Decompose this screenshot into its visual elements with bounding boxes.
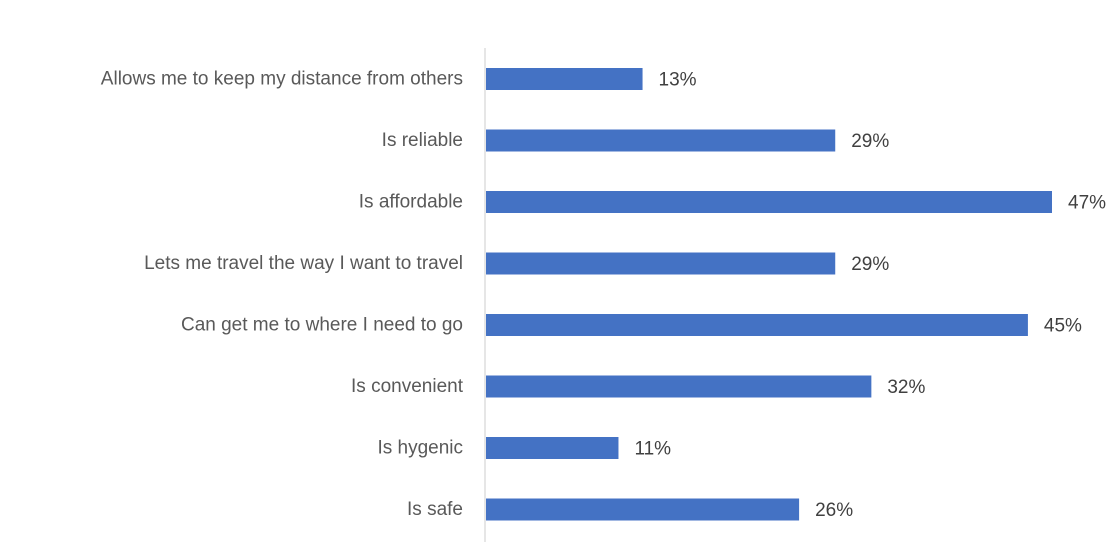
category-label-is-affordable: Is affordable — [359, 192, 463, 213]
value-label-allows-me-to-keep-my-distance-from-others: 13% — [659, 70, 697, 91]
bar-is-safe — [486, 498, 800, 521]
category-label-is-hygenic: Is hygenic — [377, 438, 463, 459]
bar-allows-me-to-keep-my-distance-from-others — [486, 68, 643, 90]
category-label-is-reliable: Is reliable — [382, 130, 463, 151]
bar-is-reliable — [486, 129, 836, 152]
bars-group — [486, 68, 1052, 521]
value-label-lets-me-travel-the-way-i-want-to-travel: 29% — [851, 254, 889, 275]
value-labels: 13% 29% 47% 29% 45% 32% 11% 26% — [634, 70, 1106, 522]
category-labels: Allows me to keep my distance from other… — [101, 69, 464, 521]
category-label-lets-me-travel-the-way-i-want-to-travel: Lets me travel the way I want to travel — [144, 253, 463, 274]
category-label-is-safe: Is safe — [407, 499, 463, 520]
value-label-is-reliable: 29% — [851, 131, 889, 152]
value-label-is-affordable: 47% — [1068, 193, 1106, 214]
bar-is-hygenic — [486, 437, 619, 459]
value-label-can-get-me-to-where-i-need-to-go: 45% — [1044, 316, 1082, 337]
value-label-is-hygenic: 11% — [634, 439, 671, 460]
bar-can-get-me-to-where-i-need-to-go — [486, 314, 1028, 336]
bar-is-convenient — [486, 375, 872, 398]
bar-is-affordable — [486, 191, 1052, 213]
value-label-is-safe: 26% — [815, 500, 853, 521]
value-label-is-convenient: 32% — [887, 377, 925, 398]
category-label-can-get-me-to-where-i-need-to-go: Can get me to where I need to go — [181, 315, 463, 336]
category-label-allows-me-to-keep-my-distance-from-others: Allows me to keep my distance from other… — [101, 69, 463, 90]
bar-lets-me-travel-the-way-i-want-to-travel — [486, 252, 836, 275]
category-label-is-convenient: Is convenient — [351, 376, 464, 397]
